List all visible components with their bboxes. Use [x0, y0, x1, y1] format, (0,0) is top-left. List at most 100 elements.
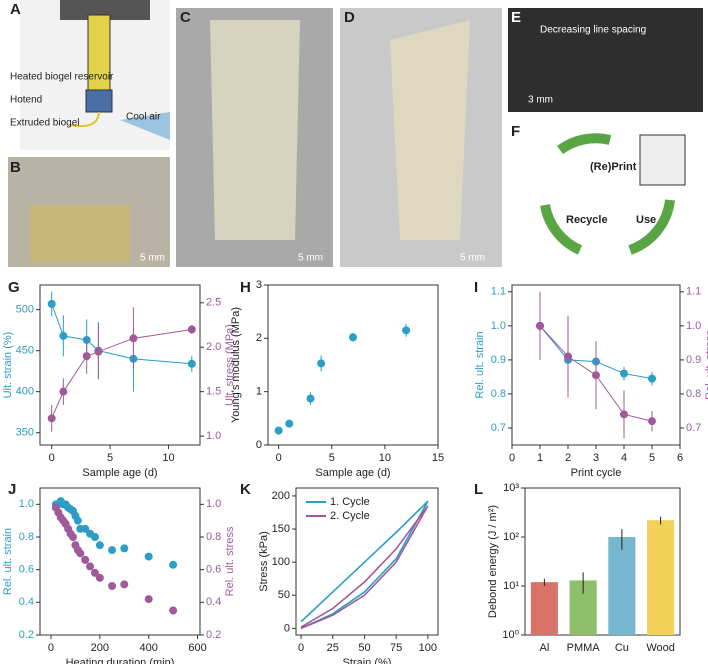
point — [349, 333, 357, 342]
panel-letter: E — [511, 9, 521, 26]
point — [76, 549, 85, 558]
y-tick-label: 0.8 — [491, 388, 506, 400]
y2-tick-label: 1.0 — [686, 320, 701, 332]
x-tick-label: Cu — [615, 642, 629, 654]
x-tick-label: 3 — [593, 452, 599, 464]
scale-bar: 5 mm — [460, 253, 485, 264]
printer-part — [60, 0, 150, 20]
series-line — [300, 505, 429, 630]
panel-letter: J — [8, 481, 16, 498]
point — [47, 414, 56, 423]
x-tick-label: Wood — [646, 642, 675, 654]
cycle-label: Recycle — [566, 214, 608, 226]
y-tick-label: 0.7 — [491, 422, 506, 434]
point — [81, 524, 90, 533]
y-tick-label: 1.0 — [19, 498, 34, 510]
y2-axis-label: Rel. ult. stress — [224, 526, 236, 596]
point — [108, 546, 117, 555]
photo-label: Hotend — [10, 95, 42, 106]
point — [592, 371, 600, 380]
point — [59, 387, 68, 396]
x-tick-label: 400 — [140, 642, 158, 654]
photo-label: Extruded biogel — [10, 118, 80, 129]
x-tick-label: 0 — [509, 452, 515, 464]
photo-label: Decreasing line spacing — [540, 25, 646, 36]
legend-label: 1. Cycle — [330, 496, 370, 508]
x-tick-label: Al — [539, 642, 549, 654]
panel-letter: H — [240, 279, 251, 296]
y-tick-label: 2 — [256, 332, 262, 344]
y-tick-label: 0.6 — [19, 564, 34, 576]
y2-tick-label: 0.6 — [206, 564, 221, 576]
photo-e — [508, 8, 703, 112]
y-tick-label: 3 — [256, 279, 262, 291]
x-axis-label: Strain (%) — [343, 657, 392, 664]
plot-frame — [295, 487, 439, 636]
point — [620, 410, 628, 419]
y2-tick-label: 2.5 — [206, 297, 221, 309]
point — [59, 331, 68, 340]
y-tick-label: 0.4 — [19, 596, 34, 608]
y2-tick-label: 1.5 — [206, 386, 221, 398]
y-axis-label: Ult. strain (%) — [2, 332, 14, 399]
y-tick-label: 50 — [278, 589, 290, 601]
x-tick-label: 0 — [49, 452, 55, 464]
panel-letter: D — [344, 9, 355, 26]
bar — [530, 582, 558, 635]
point — [90, 568, 99, 577]
point — [187, 325, 196, 334]
x-tick-label: 5 — [649, 452, 655, 464]
point — [285, 419, 294, 428]
cycle-label: (Re)Print — [590, 161, 637, 173]
point — [306, 394, 315, 403]
point — [620, 369, 628, 378]
panel-letter: A — [10, 1, 21, 18]
point — [120, 580, 129, 589]
point — [402, 326, 411, 335]
series-line — [300, 500, 429, 630]
photo-label: Heated biogel reservoir — [10, 72, 114, 83]
y-tick-label: 1.0 — [491, 320, 506, 332]
y-tick-label: 0 — [284, 622, 290, 634]
x-tick-label: PMMA — [567, 642, 601, 654]
y-axis-label: Rel. ult. strain — [2, 528, 14, 595]
x-tick-label: 600 — [188, 642, 206, 654]
x-tick-label: 200 — [91, 642, 109, 654]
plot-frame — [524, 487, 681, 636]
x-tick-label: 100 — [419, 642, 437, 654]
y-tick-label: 0 — [256, 439, 262, 451]
printed-block — [30, 205, 130, 263]
y-tick-label: 10⁰ — [502, 629, 519, 641]
point — [648, 417, 656, 426]
extruded-biogel — [69, 111, 100, 128]
y2-tick-label: 0.9 — [686, 354, 701, 366]
y2-axis-label: Ult. stress (MPa) — [224, 324, 236, 406]
point — [108, 582, 117, 590]
y-tick-label: 350 — [16, 427, 34, 439]
y-tick-label: 100 — [272, 556, 290, 568]
point — [144, 552, 153, 561]
panel-letter: L — [474, 481, 483, 498]
y-axis-label: Young's modulus (MPa) — [230, 307, 242, 423]
y-tick-label: 0.2 — [19, 629, 34, 641]
point — [82, 352, 91, 361]
y2-tick-label: 2.0 — [206, 341, 221, 353]
legend-label: 2. Cycle — [330, 510, 370, 522]
x-axis-label: Print cycle — [571, 467, 622, 479]
x-tick-label: 25 — [327, 642, 339, 654]
twisted-tube — [390, 20, 470, 240]
cool-air-arrow — [120, 112, 170, 140]
y2-tick-label: 1.1 — [686, 286, 701, 298]
y2-tick-label: 0.7 — [686, 422, 701, 434]
panel-letter: K — [240, 481, 251, 498]
x-tick-label: 0 — [48, 642, 54, 654]
point — [73, 516, 82, 525]
x-tick-label: 10 — [162, 452, 174, 464]
series-line — [51, 303, 192, 365]
y-tick-label: 1.1 — [491, 286, 506, 298]
y2-axis-label: Rel. ult. stress — [704, 330, 708, 400]
cycle-arrow — [628, 199, 675, 255]
plot-frame — [39, 284, 201, 446]
y-tick-label: 10¹ — [503, 580, 519, 592]
point — [68, 533, 77, 541]
